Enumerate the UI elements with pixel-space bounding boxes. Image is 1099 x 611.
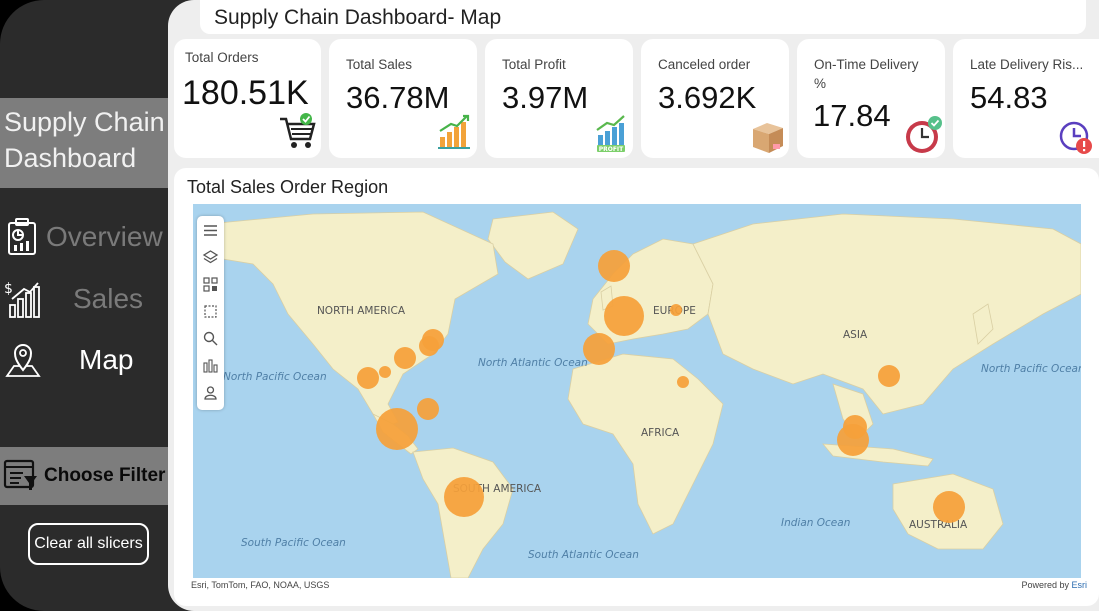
bubble-east-us[interactable] (419, 336, 439, 356)
bubble-caribbean[interactable] (417, 398, 439, 420)
bubble-south-asia[interactable] (837, 424, 869, 456)
qr-select-icon[interactable] (202, 276, 219, 293)
map-title: Total Sales Order Region (187, 177, 389, 197)
kpi-label: On-Time Delivery % (814, 57, 919, 91)
shopping-cart-icon (280, 113, 316, 148)
kpi-label: Canceled order (658, 57, 751, 72)
kpi-card-total-profit[interactable]: Total Profit 3.97M PROFIT (485, 39, 633, 158)
map-label-north-pacific-west: North Pacific Ocean (223, 371, 327, 383)
search-icon[interactable] (202, 330, 219, 347)
kpi-card-total-orders[interactable]: Total Orders 180.51K (174, 39, 321, 158)
land-africa (567, 353, 724, 535)
filter-form-icon (3, 459, 37, 490)
page-title: Supply Chain Dashboard- Map (214, 6, 502, 29)
sales-bubbles (357, 250, 965, 523)
kpi-value: 54.83 (970, 80, 1048, 115)
kpi-value: 17.84 (813, 98, 891, 133)
kpi-label: Late Delivery Ris... (970, 57, 1084, 72)
land-asia (692, 213, 1081, 415)
bubble-eastern-europe[interactable] (670, 304, 682, 316)
bubble-south-us[interactable] (379, 366, 391, 378)
map-label-south-atlantic: South Atlantic Ocean (528, 549, 639, 561)
sales-growth-icon: $ (4, 281, 40, 318)
bubble-south-america[interactable] (444, 477, 484, 517)
choose-filter-button[interactable]: Choose Filter (0, 447, 168, 505)
map-attribution: Esri, TomTom, FAO, NOAA, USGS (191, 580, 330, 590)
map-label-north-atlantic: North Atlantic Ocean (478, 357, 588, 369)
map-powered-by[interactable]: Powered by Esri (1021, 580, 1087, 590)
kpi-label: Total Sales (346, 57, 413, 72)
clear-slicers-button[interactable]: Clear all slicers (28, 523, 149, 565)
choose-filter-label: Choose Filter (44, 465, 166, 486)
box-icon (753, 123, 783, 153)
nav-item-sales[interactable]: $ Sales (0, 275, 168, 323)
bubble-oceania[interactable] (933, 491, 965, 523)
chart-bars-icon[interactable] (202, 357, 219, 374)
menu-icon[interactable] (202, 222, 219, 239)
esri-link[interactable]: Esri (1071, 580, 1088, 590)
map-label-north-america: NORTH AMERICA (317, 305, 406, 317)
bubble-west-us[interactable] (357, 367, 379, 389)
landmasses (207, 211, 1081, 578)
profit-chart-icon: PROFIT (596, 115, 625, 153)
bubble-southern-europe[interactable] (583, 333, 615, 365)
brand-title: Supply Chain Dashboard (0, 98, 168, 188)
report-icon (8, 218, 36, 255)
kpi-value: 3.97M (502, 80, 589, 115)
person-icon[interactable] (202, 384, 219, 401)
nav-label-overview: Overview (46, 221, 163, 252)
map-card: Total Sales Order Region NORTH AMERICA E… (174, 168, 1099, 606)
map-label-indian: Indian Ocean (781, 517, 850, 529)
kpi-card-late-delivery-risk[interactable]: Late Delivery Ris... 54.83 (953, 39, 1099, 158)
nav-item-map[interactable]: Map (0, 336, 168, 384)
nav-label-map: Map (79, 344, 134, 375)
world-map[interactable]: NORTH AMERICA EUROPE ASIA AFRICA SOUTH A… (193, 204, 1081, 578)
page-title-bar: Supply Chain Dashboard- Map (200, 0, 1086, 34)
map-label-north-pacific-east: North Pacific Ocean (981, 363, 1081, 375)
clock-alert-icon (1059, 121, 1092, 154)
bubble-western-europe[interactable] (604, 296, 644, 336)
map-label-asia: ASIA (843, 329, 868, 341)
nav-item-overview[interactable]: Overview (0, 213, 168, 261)
powered-by-text: Powered by (1021, 580, 1069, 590)
bubble-eastern-asia[interactable] (878, 365, 900, 387)
map-pin-icon (5, 344, 41, 377)
bubble-northern-europe[interactable] (598, 250, 630, 282)
bubble-us-center[interactable] (394, 347, 416, 369)
kpi-value: 180.51K (182, 74, 309, 112)
svg-text:$: $ (4, 281, 13, 297)
svg-text:PROFIT: PROFIT (599, 146, 624, 153)
clock-check-icon (906, 116, 942, 153)
map-label-australia: AUSTRALIA (909, 519, 968, 531)
bubble-west-asia[interactable] (677, 376, 689, 388)
kpi-value: 3.692K (658, 80, 757, 115)
nav-label-sales: Sales (73, 283, 144, 314)
bar-chart-icon (438, 114, 470, 149)
sidebar: Supply Chain Dashboard Overview $ Sales … (0, 0, 200, 611)
bubble-central-america[interactable] (376, 408, 418, 450)
kpi-label: Total Orders (185, 50, 259, 65)
layers-icon[interactable] (202, 249, 219, 266)
land-japan (972, 303, 994, 345)
kpi-card-on-time-delivery[interactable]: On-Time Delivery % 17.84 (797, 39, 945, 158)
map-toolbar (197, 216, 224, 410)
kpi-value: 36.78M (346, 80, 450, 115)
kpi-card-canceled-order[interactable]: Canceled order 3.692K (641, 39, 789, 158)
kpi-label: Total Profit (502, 57, 566, 72)
kpi-card-total-sales[interactable]: Total Sales 36.78M (329, 39, 477, 158)
select-box-icon[interactable] (202, 303, 219, 320)
map-label-africa: AFRICA (641, 427, 680, 439)
map-label-south-pacific: South Pacific Ocean (241, 537, 346, 549)
